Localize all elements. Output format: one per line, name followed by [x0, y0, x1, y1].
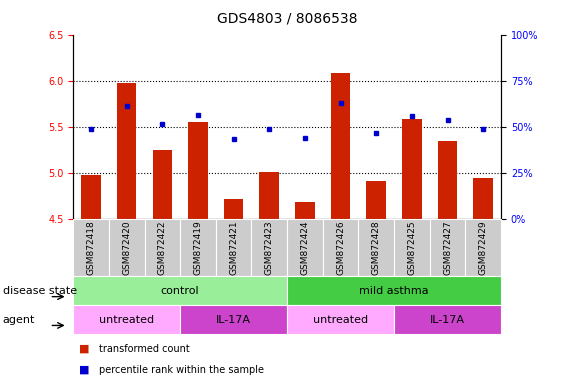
Text: ■: ■ — [79, 344, 90, 354]
Text: GDS4803 / 8086538: GDS4803 / 8086538 — [217, 12, 358, 25]
Text: GSM872426: GSM872426 — [336, 220, 345, 275]
Text: GSM872420: GSM872420 — [122, 220, 131, 275]
Text: GSM872418: GSM872418 — [87, 220, 96, 275]
Text: GSM872423: GSM872423 — [265, 220, 274, 275]
Text: untreated: untreated — [99, 314, 154, 325]
Text: untreated: untreated — [313, 314, 368, 325]
Text: GSM872427: GSM872427 — [443, 220, 452, 275]
Bar — [295, 202, 315, 219]
Text: control: control — [161, 286, 199, 296]
Bar — [260, 172, 279, 219]
Bar — [153, 150, 172, 219]
Text: mild asthma: mild asthma — [359, 286, 429, 296]
Text: GSM872425: GSM872425 — [408, 220, 417, 275]
Text: GSM872424: GSM872424 — [301, 220, 310, 275]
Bar — [117, 83, 136, 219]
Bar — [367, 181, 386, 219]
Text: GSM872419: GSM872419 — [194, 220, 203, 275]
Text: disease state: disease state — [3, 286, 77, 296]
Bar — [402, 119, 422, 219]
Text: IL-17A: IL-17A — [430, 314, 465, 325]
Text: ■: ■ — [79, 365, 90, 375]
Text: percentile rank within the sample: percentile rank within the sample — [99, 365, 263, 375]
Text: IL-17A: IL-17A — [216, 314, 251, 325]
Bar — [224, 199, 243, 219]
Text: GSM872422: GSM872422 — [158, 220, 167, 275]
Bar — [438, 141, 457, 219]
Bar — [331, 73, 350, 219]
Bar — [81, 175, 101, 219]
Bar — [188, 122, 208, 219]
Text: transformed count: transformed count — [99, 344, 189, 354]
Bar — [473, 178, 493, 219]
Text: GSM872429: GSM872429 — [479, 220, 488, 275]
Text: GSM872428: GSM872428 — [372, 220, 381, 275]
Text: agent: agent — [3, 314, 35, 325]
Text: GSM872421: GSM872421 — [229, 220, 238, 275]
